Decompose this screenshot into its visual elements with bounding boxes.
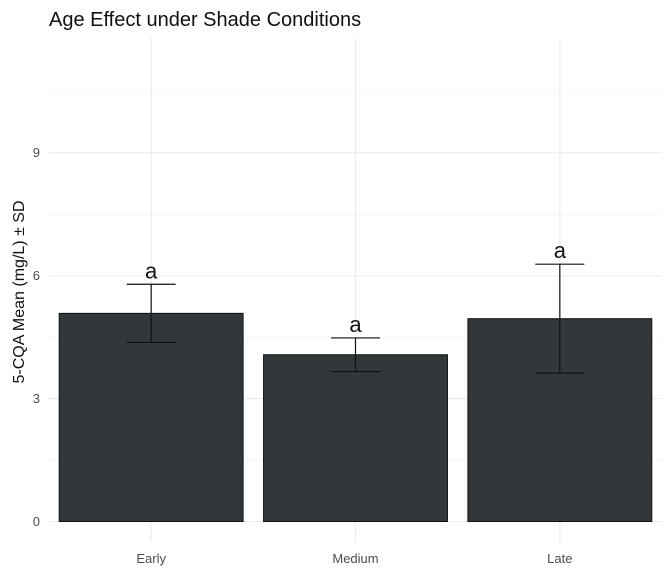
- x-tick-label: Late: [547, 551, 572, 566]
- y-tick-label: 6: [33, 268, 40, 283]
- significance-label: a: [554, 238, 567, 263]
- x-tick-label: Early: [136, 551, 166, 566]
- x-tick-label: Medium: [332, 551, 378, 566]
- significance-label: a: [349, 312, 362, 337]
- bar-medium: [263, 354, 448, 523]
- x-axis-ticks: Early Medium Late: [136, 551, 572, 566]
- error-bars-group: [126, 263, 585, 374]
- y-tick-label: 3: [33, 391, 40, 406]
- significance-labels-group: a a a: [145, 238, 567, 337]
- significance-label: a: [145, 258, 158, 283]
- error-bar-early: [126, 283, 176, 344]
- bar-early: [58, 312, 244, 523]
- y-tick-label: 9: [33, 145, 40, 160]
- bars-group: [58, 312, 653, 523]
- y-tick-label: 0: [33, 514, 40, 529]
- y-axis-ticks: 0 3 6 9: [33, 145, 40, 529]
- chart-title: Age Effect under Shade Conditions: [49, 9, 361, 31]
- error-bar-medium: [330, 337, 381, 373]
- error-bar-late: [535, 263, 585, 374]
- y-axis-label: 5-CQA Mean (mg/L) ± SD: [11, 200, 28, 383]
